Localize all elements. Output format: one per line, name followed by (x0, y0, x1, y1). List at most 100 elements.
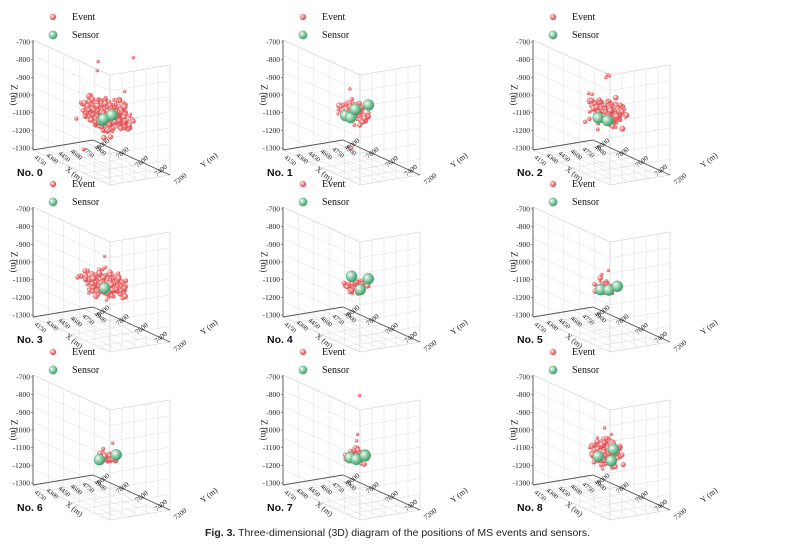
grid-line (282, 437, 361, 474)
panel-title: No. 2 (517, 167, 543, 179)
grid-line (282, 118, 361, 154)
event-point (594, 104, 600, 110)
event-point (616, 457, 620, 461)
event-point (619, 452, 625, 458)
z-tick-label: -800 (516, 390, 530, 399)
panel-title: No. 1 (267, 167, 293, 179)
event-point (603, 103, 608, 108)
event-point (121, 100, 126, 105)
y-axis-line (592, 474, 671, 511)
event-point (597, 275, 603, 281)
z-tick-label: -800 (266, 222, 280, 231)
panel-title: No. 5 (517, 334, 543, 346)
y-axis-label: Y (m) (449, 151, 470, 170)
event-point (122, 283, 126, 287)
event-point (107, 128, 111, 133)
legend-event-marker (49, 348, 57, 356)
legend-sensor-label: Sensor (322, 365, 350, 376)
grid-line (109, 127, 171, 139)
grid-line (532, 55, 611, 91)
event-point (610, 123, 616, 129)
legend-event-label: Event (322, 347, 346, 358)
legend-event-label: Event (572, 347, 596, 358)
event-point (83, 111, 88, 115)
y-axis-label: Y (m) (199, 318, 220, 337)
grid-line (359, 415, 421, 426)
event-point (361, 115, 368, 121)
z-tick-label: -1000 (513, 258, 531, 267)
event-point (607, 73, 611, 78)
y-axis-line (92, 474, 171, 511)
z-tick-label: -1200 (513, 461, 531, 470)
z-tick-label: -700 (266, 373, 280, 382)
x-axis-line (532, 139, 594, 151)
grid-line (109, 294, 171, 306)
panel-title: No. 3 (17, 334, 43, 346)
z-tick-label: -1300 (263, 311, 281, 320)
legend-sensor-marker (48, 197, 58, 207)
event-point (74, 116, 79, 121)
x-axis-line (282, 474, 344, 486)
z-tick-label: -1200 (513, 126, 531, 135)
z-tick-label: -1300 (513, 144, 531, 153)
event-point (95, 288, 100, 293)
sensor-point (349, 103, 362, 116)
event-point (606, 268, 611, 273)
legend-sensor-label: Sensor (322, 197, 350, 208)
y-axis-line (592, 139, 671, 176)
event-point (603, 109, 608, 115)
caption-label: Fig. 3. (205, 527, 236, 539)
z-axis-label: Z (m) (259, 252, 269, 273)
event-point (88, 117, 94, 123)
panel-title: No. 6 (17, 502, 43, 514)
event-point (341, 280, 347, 286)
event-point (113, 287, 119, 292)
grid-line (532, 437, 611, 474)
z-tick-label: -700 (516, 205, 530, 214)
z-tick-label: -700 (266, 38, 280, 47)
grid-line (282, 269, 361, 306)
event-point (595, 127, 600, 132)
event-point (587, 446, 592, 450)
grid-line (532, 285, 611, 321)
grid-line (32, 406, 111, 442)
y-axis-label: Y (m) (449, 486, 470, 505)
event-point (112, 102, 115, 106)
z-tick-label: -1000 (13, 258, 31, 267)
grid-line (109, 263, 171, 274)
event-point (355, 447, 361, 453)
z-axis-label: Z (m) (9, 252, 19, 273)
event-point (588, 97, 594, 104)
event-point (357, 393, 362, 398)
event-point (594, 438, 600, 445)
grid-line (532, 118, 611, 154)
x-axis-line (532, 306, 594, 318)
grid-line (359, 127, 421, 139)
panel-title: No. 4 (267, 334, 293, 346)
legend-event-marker (49, 180, 57, 188)
x-axis-line (532, 474, 594, 486)
sensor-point (345, 270, 358, 283)
event-point (349, 146, 354, 150)
event-point (613, 109, 617, 113)
event-point (120, 280, 125, 285)
grid-line (109, 415, 171, 426)
legend-sensor-label: Sensor (572, 197, 600, 208)
z-axis-label: Z (m) (509, 420, 519, 441)
event-point (118, 288, 124, 293)
event-point (118, 125, 124, 131)
sensor-point (605, 455, 618, 467)
grid-line (32, 118, 111, 154)
grid-line (609, 80, 671, 91)
grid-line (359, 263, 421, 274)
caption-text: Three-dimensional (3D) diagram of the po… (238, 527, 590, 539)
y-axis-label: Y (m) (699, 486, 720, 505)
y-axis-label: Y (m) (449, 318, 470, 337)
grid-line (359, 111, 421, 123)
event-point (116, 99, 120, 103)
grid-line (282, 406, 361, 442)
y-tick-label: 7200 (422, 506, 438, 521)
grid-line (359, 294, 421, 306)
grid-line (32, 222, 111, 258)
